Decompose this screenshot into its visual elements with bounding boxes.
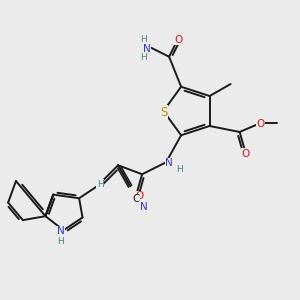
Text: S: S [160,106,167,119]
Text: O: O [242,149,250,159]
Text: H: H [140,53,147,62]
Text: N: N [143,44,151,54]
Text: N: N [165,158,173,168]
Text: O: O [174,35,182,45]
Text: H: H [97,180,104,189]
Text: O: O [135,191,143,201]
Text: H: H [176,165,183,174]
Text: N: N [57,226,64,236]
Text: H: H [140,35,147,44]
Text: N: N [140,202,148,212]
Text: H: H [57,237,64,246]
Text: O: O [256,119,265,129]
Text: C: C [132,194,140,204]
